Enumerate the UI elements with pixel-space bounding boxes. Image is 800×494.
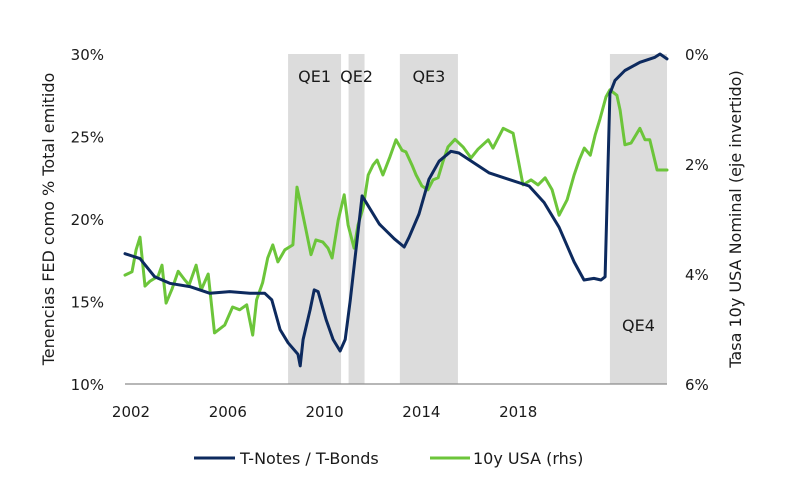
y2-axis-title: Tasa 10y USA Nominal (eje invertido) <box>726 70 745 368</box>
y-tick-label: 25% <box>71 129 104 147</box>
qe-band-label: QE1 <box>298 67 331 86</box>
x-tick-label: 2018 <box>499 403 537 421</box>
y-tick-label: 30% <box>71 46 104 64</box>
y2-tick-label: 0% <box>685 46 709 64</box>
x-tick-label: 2014 <box>402 403 440 421</box>
qe-band-label: QE2 <box>340 67 373 86</box>
ticks: 2002 2006 2010 2014 2018 10% 15% 20% 25% 30% 0% 2% 4… <box>71 46 709 421</box>
qe-band-qe3 <box>399 54 458 384</box>
y-axis-title: Tenencias FED como % Total emitido <box>39 73 58 367</box>
qe-band-label: QE4 <box>622 316 655 335</box>
series-line-t-notes <box>123 52 669 368</box>
qe-band-label: QE3 <box>412 67 445 86</box>
legend-label-10y: 10y USA (rhs) <box>473 449 583 468</box>
series-line-10y-usa <box>123 88 669 337</box>
y2-tick-label: 4% <box>685 266 709 284</box>
y-tick-label: 20% <box>71 211 104 229</box>
x-tick-label: 2002 <box>112 403 150 421</box>
x-tick-label: 2006 <box>209 403 247 421</box>
y2-tick-label: 2% <box>685 156 709 174</box>
y2-tick-label: 6% <box>685 376 709 394</box>
y-tick-label: 15% <box>71 294 104 312</box>
qe-band-qe2 <box>348 54 365 384</box>
qe-band-qe1 <box>288 54 342 384</box>
series-layer <box>123 52 669 368</box>
legend-label-t-notes: T-Notes / T-Bonds <box>239 449 379 468</box>
y-tick-label: 10% <box>71 376 104 394</box>
x-tick-label: 2010 <box>306 403 344 421</box>
legend: T-Notes / T-Bonds 10y USA (rhs) <box>194 449 583 468</box>
